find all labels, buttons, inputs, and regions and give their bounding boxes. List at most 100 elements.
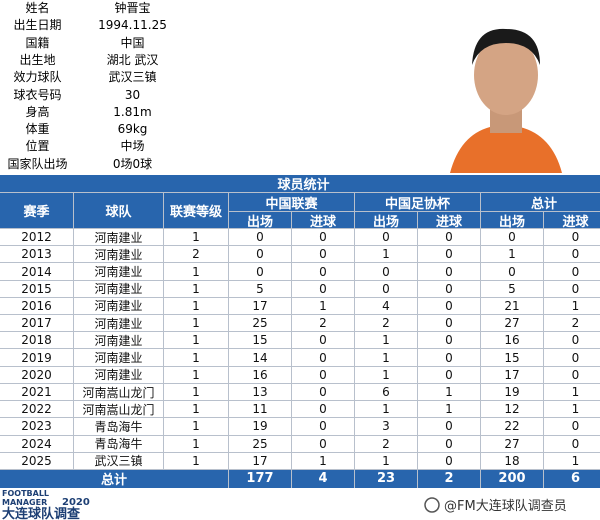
profile-row: 球衣号码 30 <box>0 87 190 104</box>
table-cell: 2015 <box>0 280 73 297</box>
profile-row: 效力球队 武汉三镇 <box>0 69 190 86</box>
logo-text: FOOTBALL <box>2 489 49 498</box>
group-header: 中国足协杯 <box>355 193 480 211</box>
table-cell: 2023 <box>0 418 73 435</box>
table-cell: 0 <box>418 229 480 246</box>
player-photo <box>450 28 562 173</box>
table-cell: 2 <box>355 315 417 332</box>
table-cell: 2 <box>355 435 417 452</box>
total-cell: 23 <box>355 469 417 488</box>
table-cell: 河南建业 <box>74 366 163 383</box>
table-cell: 1 <box>164 366 228 383</box>
table-cell: 1 <box>164 315 228 332</box>
profile-value: 湖北 武汉 <box>106 52 159 67</box>
table-cell: 0 <box>418 349 480 366</box>
table-cell: 0 <box>418 418 480 435</box>
table-cell: 1 <box>164 435 228 452</box>
table-cell: 0 <box>544 418 600 435</box>
profile: 姓名 钟晋宝 出生日期 1994.11.25 国籍 中国 出生地 湖北 武汉效力球队 武汉三镇球… <box>0 0 200 175</box>
table-cell: 19 <box>229 418 291 435</box>
table-cell: 1 <box>164 452 228 469</box>
table-cell: 1 <box>544 452 600 469</box>
total-cell: 4 <box>292 469 354 488</box>
table-cell: 0 <box>229 229 291 246</box>
table-cell: 1 <box>544 401 600 418</box>
table-cell: 21 <box>481 297 543 315</box>
profile-label: 出生地 <box>19 52 56 67</box>
table-cell: 0 <box>544 435 600 452</box>
profile-value: 武汉三镇 <box>108 70 157 85</box>
table-cell: 2 <box>164 246 228 263</box>
group-header: 总计 <box>481 193 600 211</box>
table-cell: 河南建业 <box>74 297 163 315</box>
table-cell: 1 <box>481 246 543 263</box>
table-cell: 1 <box>355 332 417 349</box>
total-cell: 200 <box>481 469 543 488</box>
table-cell: 1 <box>292 297 354 315</box>
table-cell: 15 <box>481 349 543 366</box>
table-cell: 0 <box>418 315 480 332</box>
table-cell: 3 <box>355 418 417 435</box>
profile-row: 姓名 钟晋宝 <box>0 0 190 17</box>
profile-label: 姓名 <box>25 1 50 15</box>
table-cell: 0 <box>355 280 417 297</box>
table-cell: 0 <box>229 246 291 263</box>
table-cell: 0 <box>292 366 354 383</box>
table-cell: 2019 <box>0 349 73 366</box>
total-label: 总计 <box>0 469 228 488</box>
table-cell: 1 <box>164 229 228 246</box>
sub-header: 进球 <box>418 212 480 228</box>
table-cell: 0 <box>544 332 600 349</box>
total-cell: 2 <box>418 469 480 488</box>
table-cell: 5 <box>229 280 291 297</box>
table-cell: 2014 <box>0 263 73 280</box>
profile-value: 30 <box>124 87 141 102</box>
table-cell: 5 <box>481 280 543 297</box>
table-cell: 16 <box>229 366 291 383</box>
profile-value: 0场0球 <box>112 156 153 171</box>
table-cell: 武汉三镇 <box>74 452 163 469</box>
table-cell: 河南建业 <box>74 332 163 349</box>
table-cell: 22 <box>481 418 543 435</box>
logo-text: MANAGER <box>2 498 47 507</box>
table-cell: 0 <box>418 246 480 263</box>
table-cell: 1 <box>418 401 480 418</box>
profile-label: 国籍 <box>25 35 50 50</box>
table-cell: 0 <box>544 280 600 297</box>
total-cell: 177 <box>229 469 291 488</box>
profile-label: 身高 <box>25 104 50 119</box>
table-cell: 17 <box>229 452 291 469</box>
table-cell: 19 <box>481 383 543 401</box>
table-cell: 2021 <box>0 383 73 401</box>
table-cell: 0 <box>418 435 480 452</box>
table-cell: 1 <box>292 452 354 469</box>
logo-year: 2020 <box>62 497 90 508</box>
table-cell: 0 <box>292 349 354 366</box>
table-cell: 2012 <box>0 229 73 246</box>
profile-label: 出生日期 <box>13 18 62 33</box>
table-cell: 1 <box>544 383 600 401</box>
table-cell: 2025 <box>0 452 73 469</box>
table-cell: 河南建业 <box>74 263 163 280</box>
sub-header: 进球 <box>544 212 600 228</box>
sub-header: 出场 <box>229 212 291 228</box>
table-cell: 14 <box>229 349 291 366</box>
table-cell: 0 <box>355 229 417 246</box>
table-cell: 1 <box>164 383 228 401</box>
table-cell: 1 <box>164 332 228 349</box>
column-header: 联赛等级 <box>164 193 228 228</box>
table-cell: 0 <box>481 263 543 280</box>
table-cell: 17 <box>481 366 543 383</box>
table-cell: 0 <box>292 383 354 401</box>
table-cell: 0 <box>418 280 480 297</box>
profile-row: 国籍 中国 <box>0 35 190 52</box>
table-cell: 河南建业 <box>74 280 163 297</box>
table-cell: 17 <box>229 297 291 315</box>
table-cell: 1 <box>164 280 228 297</box>
table-cell: 2013 <box>0 246 73 263</box>
table-cell: 1 <box>164 263 228 280</box>
table-cell: 河南建业 <box>74 246 163 263</box>
profile-value: 1994.11.25 <box>98 18 167 33</box>
table-cell: 0 <box>544 263 600 280</box>
